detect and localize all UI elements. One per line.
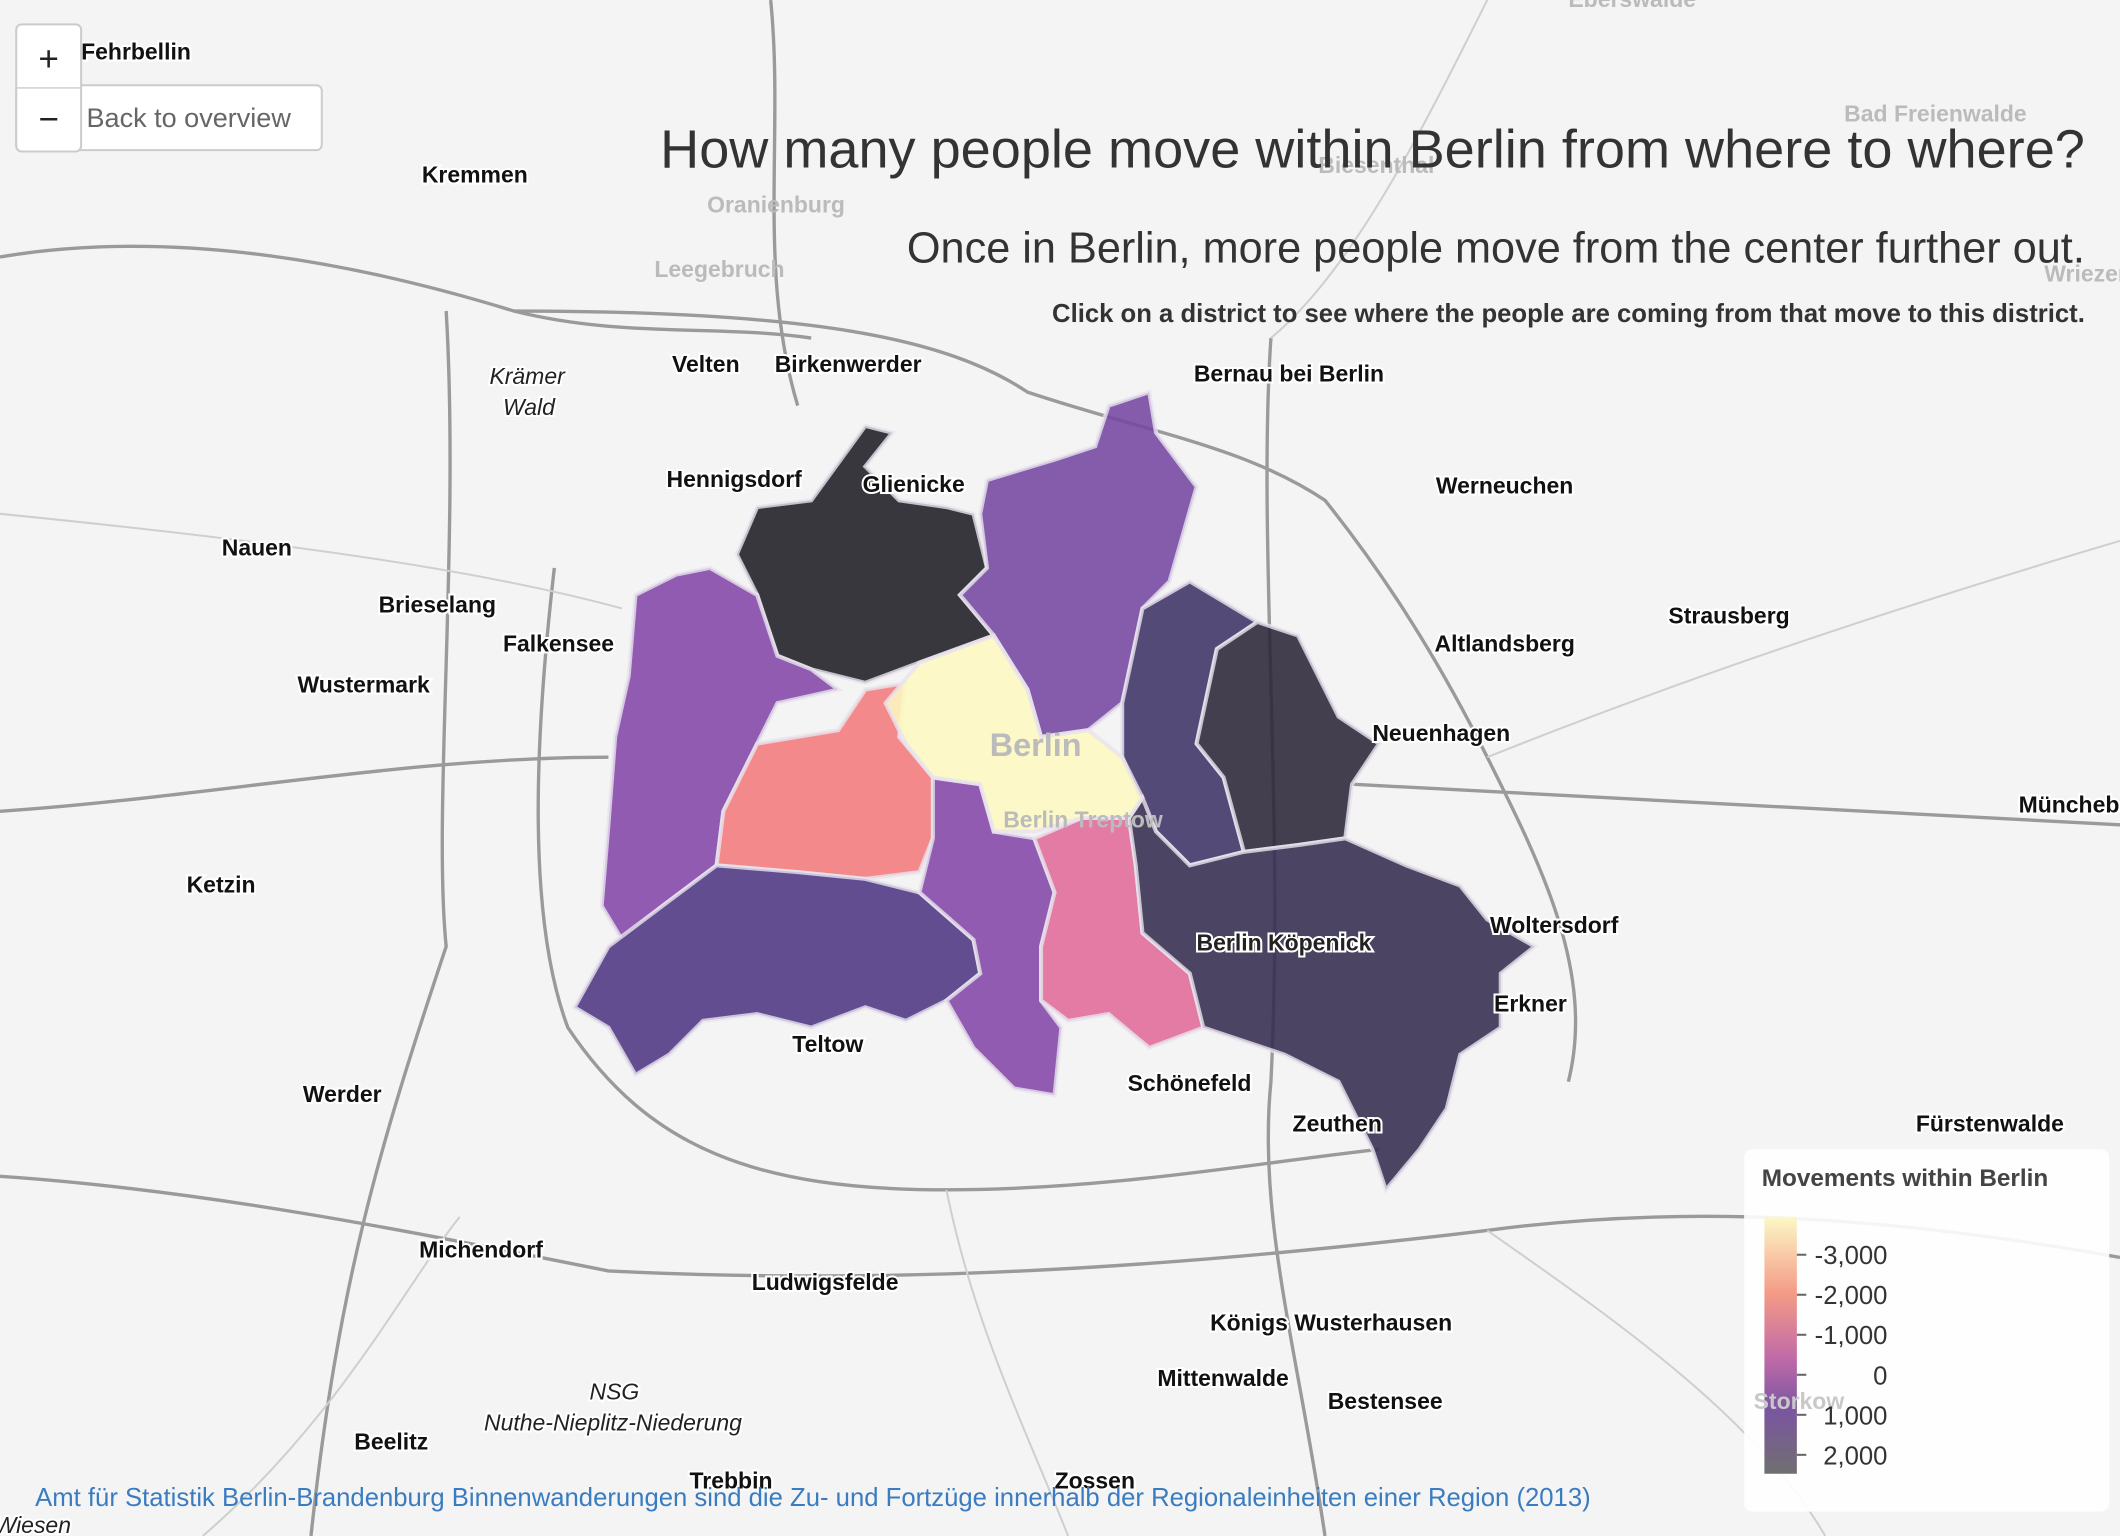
place-label: Storkow — [1754, 1388, 1845, 1414]
place-label: Kremmen — [422, 162, 528, 188]
place-label: Birkenwerder — [775, 351, 922, 377]
place-label: Wald — [503, 394, 556, 420]
place-label: Ketzin — [187, 871, 256, 897]
place-label: Woltersdorf — [1490, 912, 1619, 938]
place-label: Eberswalde — [1568, 0, 1696, 12]
place-label: Beelitz — [354, 1428, 428, 1454]
place-label: Schönefeld — [1128, 1070, 1252, 1096]
legend-gradient — [1764, 1216, 1797, 1474]
legend-label: -1,000 — [1815, 1322, 1888, 1350]
district-marzahn[interactable] — [1194, 619, 1382, 855]
subtitle: Once in Berlin, more people move from th… — [907, 224, 2085, 272]
place-label: Bestensee — [1328, 1388, 1443, 1414]
legend-label: 0 — [1873, 1362, 1887, 1390]
place-label: Falkensee — [503, 631, 614, 657]
zoom-in[interactable]: + — [38, 39, 59, 78]
instruction: Click on a district to see where the peo… — [1052, 300, 2085, 328]
legend: Movements within Berlin Storkow -3,000 -2… — [1744, 1149, 2110, 1512]
place-label: Königs Wusterhausen — [1210, 1309, 1452, 1335]
place-label: Glienicke — [863, 471, 965, 497]
districts — [571, 389, 1539, 1194]
place-label: Berlin — [990, 727, 1082, 763]
place-label: Zossen — [1055, 1468, 1135, 1494]
legend-title: Movements within Berlin — [1762, 1165, 2049, 1192]
place-label: Ludwigsfelde — [752, 1269, 899, 1295]
place-label: Trebbin — [690, 1468, 773, 1494]
place-label: Michendorf — [419, 1236, 543, 1262]
place-label: Velten — [672, 351, 740, 377]
legend-label: 2,000 — [1823, 1442, 1887, 1470]
place-label: Fürstenwalde — [1916, 1111, 2064, 1137]
district-mitte[interactable] — [883, 633, 1145, 834]
place-label: Neuenhagen — [1372, 720, 1510, 746]
place-label: Berlin Köpenick — [1197, 930, 1372, 956]
place-label: Zeuthen — [1293, 1111, 1382, 1137]
place-label: Biesenthal — [1318, 152, 1434, 178]
place-label: Strausberg — [1668, 602, 1789, 628]
title: How many people move within Berlin from … — [660, 120, 2085, 180]
place-label: Müncheberg — [2019, 792, 2120, 818]
place-label: Nauen — [222, 535, 292, 561]
place-label: Leegebruch — [654, 256, 784, 282]
place-label: Werneuchen — [1436, 473, 1573, 499]
place-label: Erkner — [1494, 990, 1567, 1016]
place-label: Teltow — [792, 1031, 863, 1057]
place-label: Wustermark — [297, 671, 430, 697]
district-treptow-koepenick[interactable] — [1126, 793, 1539, 1194]
place-label: Mittenwalde — [1157, 1365, 1288, 1391]
place-label: Bad Freienwalde — [1844, 101, 2027, 127]
legend-label: -3,000 — [1815, 1242, 1888, 1270]
place-label: Altlandsberg — [1435, 631, 1575, 657]
place-label: Hennigsdorf — [667, 466, 803, 492]
place-label: Brieselang — [379, 592, 496, 618]
legend-label: -2,000 — [1815, 1282, 1888, 1310]
place-label: Oranienburg — [707, 191, 845, 217]
attribution[interactable]: Amt für Statistik Berlin-Brandenburg Bin… — [35, 1484, 1591, 1512]
legend-label: 1,000 — [1823, 1402, 1887, 1430]
place-label: Krämer — [489, 363, 566, 389]
legend-labels: -3,000 -2,000 -1,000 0 1,000 2,000 — [1796, 1242, 1888, 1470]
header: How many people move within Berlin from … — [660, 120, 2085, 328]
zoom-out[interactable]: − — [38, 100, 59, 139]
place-label: NSG — [589, 1378, 639, 1404]
place-label: Werder — [303, 1081, 382, 1107]
place-label: Fehrbellin — [81, 39, 191, 65]
back-button-label[interactable]: Back to overview — [87, 103, 292, 133]
place-label: Wiesen — [0, 1512, 71, 1536]
place-label: Bernau bei Berlin — [1194, 360, 1384, 386]
place-label: Berlin Treptow — [1003, 806, 1163, 832]
place-label: Wriezen — [2044, 260, 2120, 286]
legend-box — [1744, 1149, 2110, 1512]
place-label: Nuthe-Nieplitz-Niederung — [484, 1410, 742, 1436]
district-spandau[interactable] — [599, 565, 844, 943]
zoom-control: Back to overview + − — [15, 23, 323, 153]
